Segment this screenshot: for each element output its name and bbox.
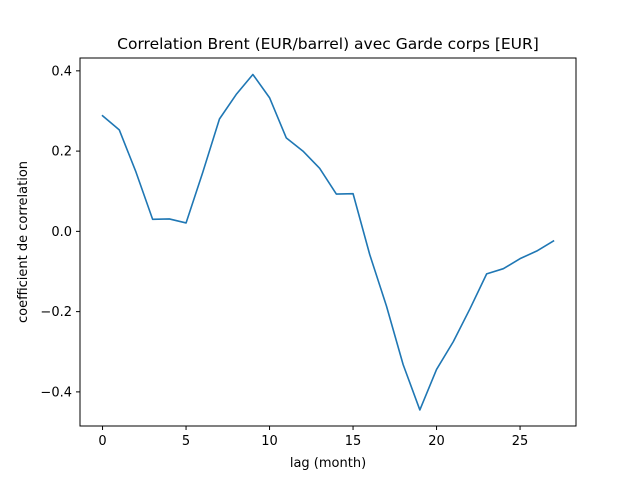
axes-frame — [79, 57, 577, 427]
y-tick-label: −0.2 — [40, 305, 72, 320]
x-tick-label: 5 — [182, 434, 190, 449]
y-tick-label: 0.0 — [51, 225, 72, 240]
x-tick-label: 20 — [428, 434, 445, 449]
y-tick-label: 0.4 — [51, 64, 72, 79]
x-tick-label: 10 — [261, 434, 278, 449]
y-tick-label: 0.2 — [51, 145, 72, 160]
x-tick-label: 25 — [512, 434, 529, 449]
y-tick-label: −0.4 — [40, 385, 72, 400]
plot-area — [101, 73, 555, 411]
y-axis-label: coefficient de correlation — [16, 161, 31, 323]
series-line-0 — [101, 73, 555, 411]
x-tick-label: 15 — [345, 434, 362, 449]
x-axis-label: lag (month) — [290, 456, 366, 471]
x-tick-label: 0 — [98, 434, 106, 449]
chart-title: Correlation Brent (EUR/barrel) avec Gard… — [117, 35, 539, 53]
